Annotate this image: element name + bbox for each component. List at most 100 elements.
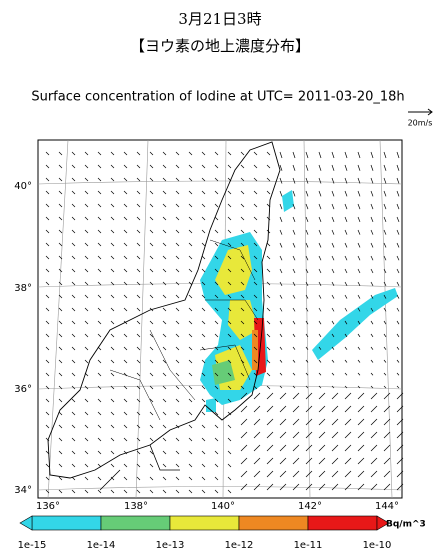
wind-arrow — [331, 333, 335, 338]
map-frame — [37, 139, 403, 499]
wind-arrow — [396, 392, 404, 400]
wind-arrow — [84, 190, 89, 195]
wind-arrow — [97, 411, 102, 416]
wind-arrow — [123, 177, 128, 182]
lon-tick-label: 138° — [124, 501, 148, 512]
wind-arrow — [149, 255, 154, 260]
wind-arrow — [45, 450, 50, 455]
wind-arrow — [188, 359, 193, 364]
wind-arrow — [266, 431, 274, 439]
wind-arrow — [331, 320, 335, 325]
wind-arrow — [84, 476, 89, 481]
wind-arrow — [58, 190, 63, 195]
wind-arrow — [123, 242, 128, 247]
wind-arrow — [253, 320, 258, 325]
wind-arrow — [71, 281, 76, 286]
wind-arrow — [318, 333, 322, 338]
wind-arrow — [383, 216, 387, 223]
wind-arrow — [201, 307, 206, 312]
wind-arrow — [97, 216, 102, 221]
wind-arrow — [123, 294, 128, 299]
wind-arrow — [253, 359, 258, 364]
wind-arrow — [253, 444, 261, 452]
wind-arrow — [201, 255, 206, 260]
wind-arrow — [305, 333, 309, 338]
wind-arrow — [149, 424, 154, 429]
wind-arrow — [214, 320, 219, 325]
wind-arrow — [110, 359, 115, 364]
wind-arrow — [136, 177, 141, 182]
wind-arrow — [344, 431, 352, 439]
wind-arrow — [45, 229, 50, 234]
wind-arrow — [266, 203, 271, 208]
wind-arrow — [370, 294, 374, 299]
colorbar: 1e-15 1e-14 1e-13 1e-12 1e-11 1e-10 — [18, 515, 391, 551]
wind-arrow — [214, 450, 219, 455]
wind-arrow — [84, 281, 89, 286]
wind-arrow — [240, 151, 245, 156]
wind-arrow — [123, 216, 128, 221]
wind-arrow — [201, 320, 206, 325]
wind-arrow — [383, 470, 391, 478]
wind-arrow — [396, 177, 400, 184]
wind-arrow — [110, 151, 115, 156]
wind-arrow — [214, 190, 219, 195]
colorbar-unit: Bq/m^3 — [386, 520, 426, 530]
wind-arrow — [240, 346, 245, 351]
wind-arrow — [266, 359, 271, 364]
wind-arrow — [136, 333, 141, 338]
wind-arrow — [266, 164, 271, 169]
plume-area — [212, 360, 235, 385]
wind-arrow — [58, 398, 63, 403]
wind-arrow — [123, 489, 128, 494]
wind-arrow — [370, 444, 378, 452]
wind-arrow — [240, 177, 245, 182]
wind-arrow — [201, 177, 206, 182]
wind-arrow — [149, 463, 154, 468]
wind-arrow — [279, 281, 283, 286]
wind-arrow — [318, 151, 322, 159]
wind-arrow — [344, 203, 348, 210]
wind-arrow — [58, 333, 63, 338]
wind-arrow — [370, 229, 374, 235]
wind-arrow — [305, 216, 309, 223]
wind-arrow — [292, 418, 300, 426]
wind-arrow — [84, 255, 89, 260]
wind-arrow — [149, 489, 154, 494]
wind-arrow — [188, 242, 193, 247]
wind-arrow — [162, 151, 167, 156]
wind-scale-label: 20m/s — [408, 119, 433, 128]
wind-arrow — [123, 411, 128, 416]
map-title: Surface concentration of Iodine at UTC= … — [31, 90, 404, 105]
wind-arrow — [344, 392, 352, 400]
wind-arrow — [175, 177, 180, 182]
colorbar-segment — [31, 515, 102, 531]
wind-arrow — [201, 450, 206, 455]
wind-arrow — [58, 268, 63, 273]
wind-arrow — [97, 203, 102, 208]
wind-arrow — [162, 333, 167, 338]
wind-arrow — [84, 372, 89, 377]
colorbar-label: 1e-15 — [18, 540, 47, 551]
wind-arrow — [149, 320, 154, 325]
wind-arrow — [266, 294, 271, 299]
wind-arrow — [97, 268, 102, 273]
wind-arrow — [383, 164, 387, 171]
wind-arrow — [292, 203, 296, 210]
wind-arrow — [136, 450, 141, 455]
wind-arrow — [240, 333, 245, 338]
wind-arrow — [58, 307, 63, 312]
wind-arrow — [110, 229, 115, 234]
wind-arrow — [227, 476, 232, 481]
wind-arrow — [279, 346, 283, 350]
wind-arrow — [357, 255, 361, 261]
wind-arrow — [45, 385, 50, 390]
wind-arrow — [149, 177, 154, 182]
wind-arrow — [383, 483, 391, 491]
wind-arrow — [188, 177, 193, 182]
wind-arrow — [331, 151, 335, 159]
wind-arrow — [110, 164, 115, 169]
wind-arrow — [188, 450, 193, 455]
wind-arrow — [175, 437, 180, 442]
wind-arrow — [175, 216, 180, 221]
